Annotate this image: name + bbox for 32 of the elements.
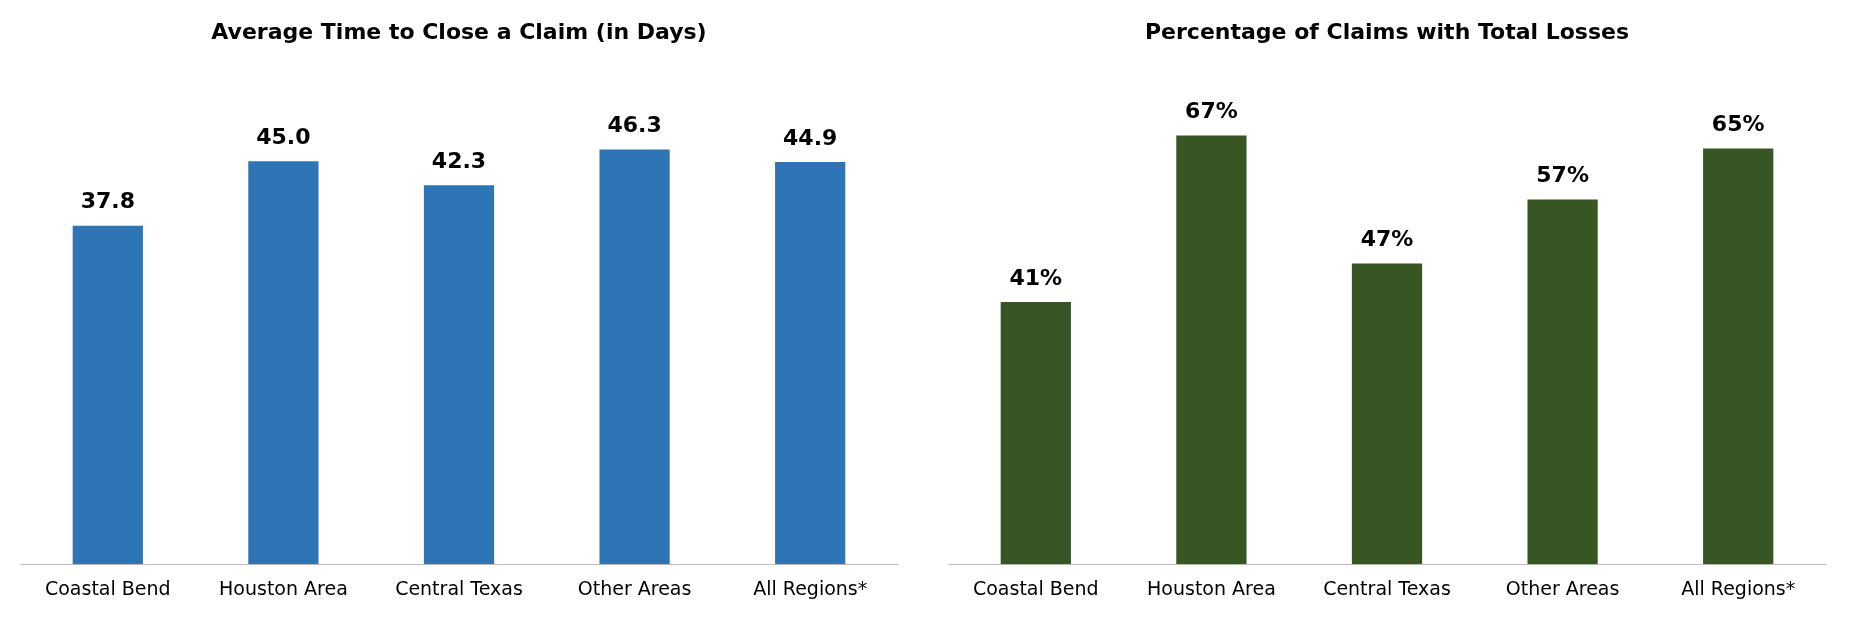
- x-tick-label: Coastal Bend: [44, 576, 171, 599]
- x-tick-label: Houston Area: [219, 576, 348, 599]
- data-label: 41%: [1009, 264, 1063, 290]
- bar: [1527, 199, 1598, 565]
- data-label: 57%: [1536, 162, 1589, 188]
- bar: [775, 162, 846, 565]
- x-tick-label: Coastal Bend: [972, 576, 1099, 599]
- data-label: 47%: [1360, 226, 1414, 252]
- data-label: 67%: [1185, 98, 1238, 124]
- data-label: 65%: [1711, 111, 1765, 137]
- bar: [599, 149, 670, 565]
- data-label: 37.8: [80, 188, 135, 214]
- data-label: 44.9: [783, 124, 838, 150]
- bar: [1351, 263, 1423, 565]
- bar: [423, 185, 495, 565]
- bar: [248, 161, 319, 565]
- bar: [72, 225, 143, 565]
- data-label: 45.0: [256, 123, 311, 149]
- data-label: 42.3: [431, 148, 487, 174]
- x-tick-label: Central Texas: [395, 576, 523, 599]
- x-tick-label: Central Texas: [1323, 576, 1451, 599]
- bar: [1000, 301, 1071, 565]
- x-tick-label: Houston Area: [1147, 576, 1276, 599]
- x-tick-label: All Regions*: [1681, 576, 1796, 599]
- data-label: 46.3: [607, 112, 662, 138]
- bar: [1176, 135, 1247, 565]
- x-tick-label: Other Areas: [577, 576, 692, 599]
- bar: [1703, 148, 1774, 565]
- chart-title: Percentage of Claims with Total Losses: [1144, 18, 1630, 44]
- chart-title: Average Time to Close a Claim (in Days): [211, 18, 707, 44]
- x-tick-label: Other Areas: [1505, 576, 1620, 599]
- x-tick-label: All Regions*: [753, 576, 868, 599]
